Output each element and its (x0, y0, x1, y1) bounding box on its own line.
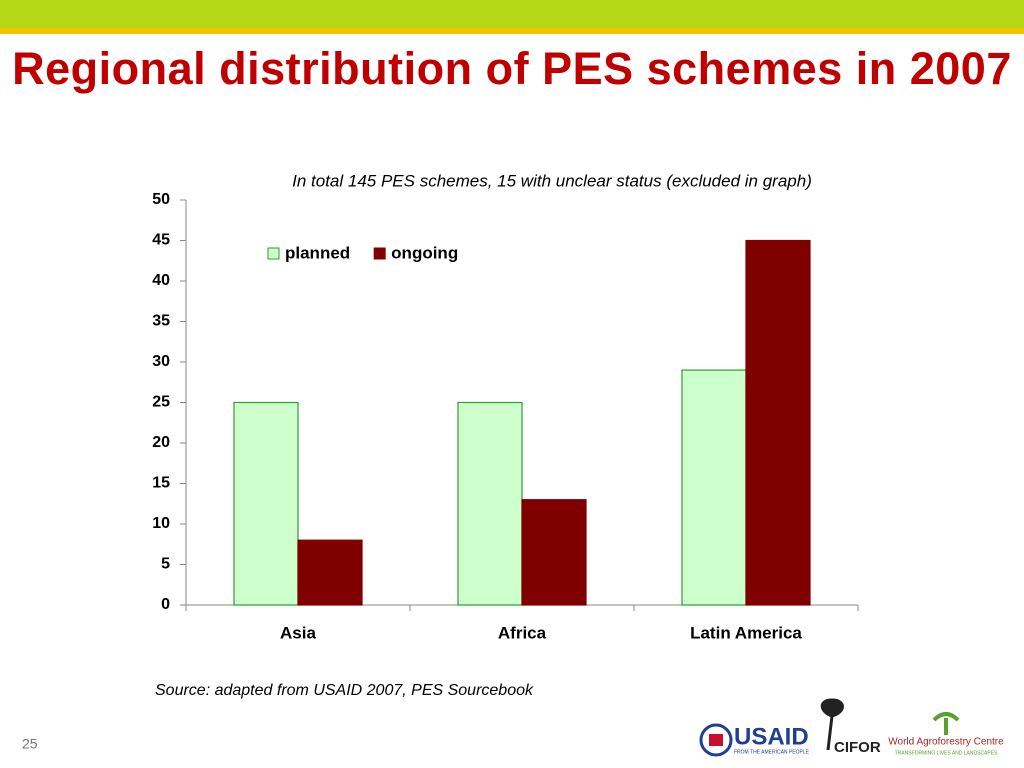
y-tick-label: 25 (152, 394, 170, 411)
bar (233, 401, 299, 606)
logos: USAID FROM THE AMERICAN PEOPLE CIFOR Wor… (699, 698, 1004, 757)
legend-swatch (267, 247, 280, 260)
usaid-seal-flag (709, 734, 723, 746)
bar (745, 239, 811, 606)
top-stripe (0, 28, 1024, 34)
y-tick-label: 50 (152, 191, 170, 208)
y-tick-label: 20 (152, 434, 170, 451)
source-note: Source: adapted from USAID 2007, PES Sou… (155, 682, 534, 699)
chart-subtitle: In total 145 PES schemes, 15 with unclea… (292, 171, 812, 190)
logo-text: World Agroforestry Centre (888, 737, 1004, 748)
logo-text: USAID (734, 723, 809, 750)
chart-title: Regional distribution of PES schemes in … (12, 43, 1012, 94)
logo-text: FROM THE AMERICAN PEOPLE (734, 749, 810, 755)
bar (521, 499, 587, 606)
bar (297, 539, 363, 606)
bar (681, 369, 747, 606)
x-tick-label: Africa (498, 623, 547, 642)
cifor-tree (820, 698, 844, 751)
logo-text: CIFOR (834, 739, 881, 756)
logo-text: TRANSFORMING LIVES AND LANDSCAPES (895, 750, 998, 756)
y-tick-label: 30 (152, 353, 170, 370)
icraf-tree (932, 712, 960, 735)
page-number: 25 (22, 736, 38, 752)
x-tick-label: Latin America (690, 623, 802, 642)
y-tick-label: 10 (152, 515, 170, 532)
y-tick-label: 35 (152, 313, 170, 330)
x-tick-label: Asia (280, 623, 316, 642)
legend-label: planned (285, 243, 350, 262)
y-tick-label: 15 (152, 475, 170, 492)
y-tick-label: 40 (152, 272, 170, 289)
y-tick-label: 0 (161, 596, 170, 613)
legend-swatch (373, 247, 386, 260)
top-bar (0, 0, 1024, 28)
bar (457, 401, 523, 606)
y-tick-label: 5 (161, 556, 170, 573)
y-tick-label: 45 (152, 232, 170, 249)
legend-label: ongoing (391, 243, 458, 262)
